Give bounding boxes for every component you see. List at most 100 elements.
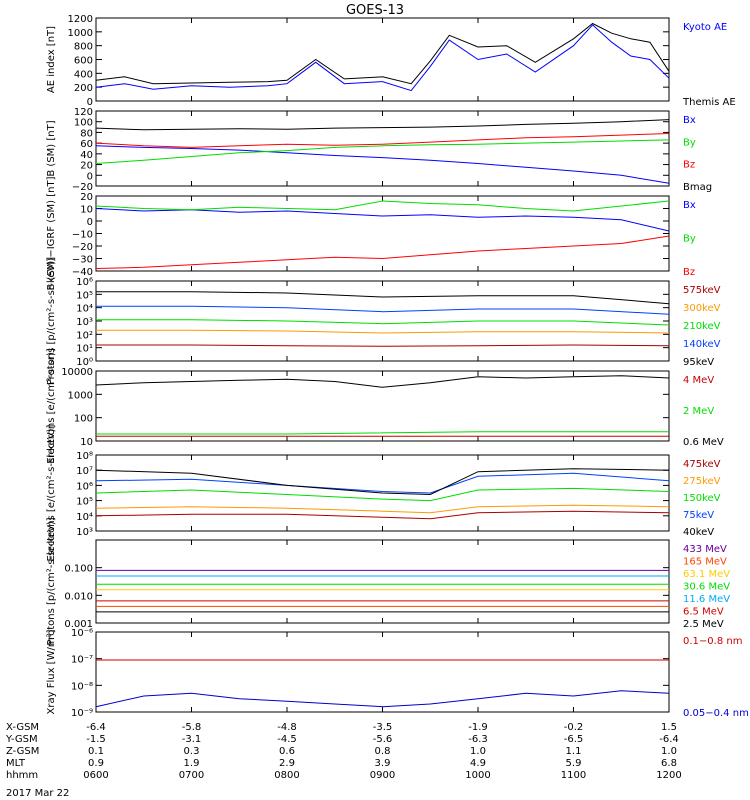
series-line xyxy=(95,510,670,520)
series-line xyxy=(95,133,670,148)
y-tick-label: −20 xyxy=(72,242,93,253)
axis-row-value: 1.0 xyxy=(661,746,677,757)
axis-row-value: -4.8 xyxy=(277,722,297,733)
legend-label: 140keV xyxy=(683,339,721,350)
legend-label: Bx xyxy=(683,115,696,126)
y-tick-label: 10⁻⁷ xyxy=(71,655,93,666)
axis-row-value: -6.3 xyxy=(468,734,488,745)
axis-row-value: 0.1 xyxy=(88,746,104,757)
axis-row-value: -6.5 xyxy=(564,734,584,745)
legend-label: Kyoto AE xyxy=(683,22,727,33)
axis-row-value: -1.5 xyxy=(86,734,106,745)
date-label: 2017 Mar 22 xyxy=(6,788,69,799)
y-tick-label: 0.001 xyxy=(64,619,93,630)
series-line xyxy=(95,119,670,131)
plot-frame xyxy=(95,195,670,272)
legend-label: 575keV xyxy=(683,285,721,296)
series-line xyxy=(95,690,670,708)
legend-label: 0.05−0.4 nm xyxy=(683,708,749,719)
y-tick-label: 10¹ xyxy=(76,344,93,355)
panel-protons1: 10⁰ 10¹ 10² 10³ 10⁴ 10⁵ 10⁶ Protons [p/(cm²-s-s… xyxy=(46,257,721,385)
axis-row-value: 1.0 xyxy=(470,746,486,757)
legend-label: 475keV xyxy=(683,459,721,470)
y-tick-label: 200 xyxy=(74,83,93,94)
y-tick-label: 10² xyxy=(76,330,93,341)
y-tick-label: 10⁶ xyxy=(76,277,93,288)
legend-label: 0.1−0.8 nm xyxy=(683,636,742,647)
series-line xyxy=(95,468,670,496)
y-axis-label: Electrons [e/(cm²-s-sr)] xyxy=(46,348,57,464)
series-line xyxy=(96,291,670,305)
legend-label: 30.6 MeV xyxy=(683,582,730,593)
y-tick-label: 0 xyxy=(87,171,93,182)
series-line xyxy=(95,504,670,514)
series-line xyxy=(95,487,670,502)
legend-label: 300keV xyxy=(683,303,721,314)
axis-row-value: 0800 xyxy=(274,770,299,781)
y-tick-label: 1000 xyxy=(68,390,93,401)
axis-row-label: X-GSM xyxy=(6,722,39,733)
y-tick-label: 10⁸ xyxy=(76,451,93,462)
y-tick-label: 100 xyxy=(74,118,93,129)
series-line xyxy=(96,431,669,435)
y-tick-label: 0.010 xyxy=(64,591,93,602)
series-line xyxy=(96,319,670,326)
axis-row-value: -6.4 xyxy=(659,734,679,745)
y-axis-label: Electrons [e/(cm²-s-sr-keV)] xyxy=(46,424,57,561)
axis-row-value: -1.9 xyxy=(468,722,488,733)
y-tick-label: 10⁷ xyxy=(76,466,93,477)
axis-row-value: -3.1 xyxy=(182,734,202,745)
legend-label: 4 MeV xyxy=(683,375,714,386)
legend-label: By xyxy=(683,234,696,245)
y-tick-label: 800 xyxy=(74,42,93,53)
series-line xyxy=(95,200,670,212)
legend-label: Themis AE xyxy=(682,97,736,108)
y-tick-label: 10⁻⁹ xyxy=(71,708,93,719)
y-tick-label: 20 xyxy=(80,192,93,203)
axis-row-label: MLT xyxy=(6,758,26,769)
y-axis-label: Protons [p/(cm²-s-sr-keV)] xyxy=(46,517,57,645)
series-line xyxy=(95,145,670,184)
axis-row-value: -5.8 xyxy=(182,722,202,733)
axis-row-value: 0700 xyxy=(179,770,204,781)
plot-frame xyxy=(95,539,670,624)
y-tick-label: −30 xyxy=(72,255,93,266)
y-axis-label: Xray Flux [W/m²] xyxy=(46,629,57,714)
panel-electrons1: 10 100 1000 10000 Electrons [e/(cm²-s-sr)] 4 … xyxy=(46,348,724,464)
y-tick-label: 10⁵ xyxy=(76,290,93,301)
axis-row-label: Z-GSM xyxy=(6,746,39,757)
legend-label: Bz xyxy=(683,267,695,278)
y-tick-label: 10 xyxy=(80,437,93,448)
y-tick-label: 400 xyxy=(74,69,93,80)
y-tick-label: 0 xyxy=(87,97,93,108)
series-line xyxy=(96,344,670,347)
axis-row-value: 4.9 xyxy=(470,758,486,769)
axis-row-value: 0.9 xyxy=(88,758,104,769)
y-tick-label: −20 xyxy=(72,182,93,193)
legend-label: 2.5 MeV xyxy=(683,619,724,630)
axis-row-value: 1.1 xyxy=(566,746,582,757)
axis-row-value: 0600 xyxy=(83,770,108,781)
axis-row-value: 5.9 xyxy=(566,758,582,769)
y-tick-label: 100 xyxy=(74,414,93,425)
y-tick-label: 10³ xyxy=(76,527,93,538)
chart-title: GOES-13 xyxy=(346,3,404,18)
legend-label: 150keV xyxy=(683,493,721,504)
y-tick-label: 10⁴ xyxy=(76,512,93,523)
legend-label: 75keV xyxy=(683,510,714,521)
y-axis-label: AE index [nT] xyxy=(46,26,57,93)
legend-label: 11.6 MeV xyxy=(683,594,730,605)
plot-frame xyxy=(95,631,670,713)
legend-label: 0.6 MeV xyxy=(683,437,724,448)
y-tick-label: 60 xyxy=(80,139,93,150)
axis-row-value: 1.5 xyxy=(661,722,677,733)
legend-label: Bmag xyxy=(683,182,712,193)
axis-row-value: 6.8 xyxy=(661,758,677,769)
legend-label: 63.1 MeV xyxy=(683,569,730,580)
y-tick-label: 10000 xyxy=(61,367,93,378)
y-axis-label: B (SM)−IGRF (SM) [nT] xyxy=(46,176,57,290)
series-line xyxy=(95,24,670,92)
